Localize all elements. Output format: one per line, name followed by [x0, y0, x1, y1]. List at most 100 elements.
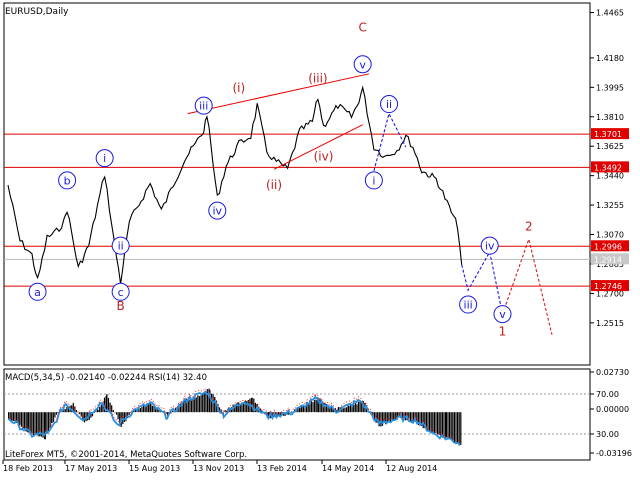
macd-histogram-bar — [209, 390, 211, 413]
macd-histogram-bar — [127, 412, 129, 419]
macd-histogram-bar — [208, 388, 210, 413]
macd-histogram-bar — [105, 395, 107, 413]
macd-histogram-bar — [144, 404, 146, 413]
indicator-label: MACD(5,34,5) -0.02140 -0.02244 RSI(14) 3… — [5, 373, 207, 383]
macd-histogram-bar — [151, 405, 153, 413]
indicator-plot-frame — [3, 368, 591, 461]
wave-label-circle — [364, 171, 383, 190]
wave-label: iv — [213, 205, 223, 218]
macd-histogram-bar — [344, 407, 346, 413]
price-tick-label: 1.4180 — [596, 54, 624, 63]
macd-histogram-bar — [141, 406, 143, 413]
price-tick-label: 1.3070 — [596, 231, 624, 240]
wave-label: 1 — [499, 325, 507, 339]
macd-histogram-bar — [66, 406, 68, 413]
macd-histogram-bar — [11, 412, 13, 422]
wave-label-circle — [28, 282, 47, 301]
macd-histogram-bar — [198, 396, 201, 413]
macd-histogram-bar — [385, 412, 387, 425]
macd-histogram-bar — [75, 410, 78, 413]
macd-histogram-bar — [435, 412, 437, 433]
macd-histogram-bar — [302, 405, 304, 413]
x-tick-label: 13 Nov 2013 — [193, 464, 244, 473]
macd-histogram-bar — [42, 412, 44, 438]
chart-title: EURUSD,Daily — [5, 7, 69, 17]
macd-histogram-bar — [375, 412, 377, 423]
macd-histogram-bar — [432, 412, 434, 432]
macd-histogram-bar — [348, 405, 350, 413]
macd-histogram-bar — [430, 412, 432, 432]
macd-histogram-bar — [229, 408, 231, 413]
macd-histogram-bar — [287, 412, 289, 415]
macd-histogram-bar — [166, 412, 168, 414]
wave-label: a — [34, 286, 41, 299]
macd-histogram-bar — [342, 408, 344, 413]
macd-histogram-bar — [37, 412, 39, 437]
macd-histogram-bar — [123, 412, 125, 422]
trend-channel-line — [273, 124, 363, 170]
macd-histogram-bar — [97, 409, 99, 413]
macd-histogram-bar — [90, 412, 92, 418]
macd-histogram-bar — [238, 402, 240, 413]
macd-histogram-bar — [158, 409, 160, 413]
macd-histogram-bar — [143, 404, 145, 413]
macd-histogram-bar — [224, 410, 226, 413]
macd-histogram-bar — [25, 412, 27, 432]
macd-histogram-bar — [27, 412, 29, 433]
macd-histogram-bar — [44, 412, 46, 440]
macd-histogram-bar — [329, 407, 331, 413]
macd-histogram-bar — [215, 400, 217, 413]
macd-histogram-bar — [377, 412, 379, 423]
macd-histogram-bar — [155, 407, 157, 413]
x-tick-label: 15 Aug 2013 — [129, 464, 180, 473]
level-tag-label: 1.2996 — [594, 242, 622, 251]
price-tick-label: 1.4465 — [596, 9, 624, 18]
indicator-tick-label: 70.00 — [596, 390, 619, 399]
wave-label: b — [64, 174, 71, 187]
macd-histogram-bar — [460, 412, 462, 445]
macd-histogram-bar — [317, 398, 320, 413]
price-tick-label: 1.2700 — [596, 289, 624, 298]
macd-histogram-bar — [438, 412, 440, 435]
macd-histogram-bar — [171, 410, 173, 413]
macd-histogram-bar — [445, 412, 447, 438]
macd-histogram-bar — [39, 412, 41, 437]
copyright-footer: LiteForex MT5, ©2001-2014, MetaQuotes So… — [5, 450, 247, 460]
macd-histogram-bar — [403, 412, 405, 421]
macd-histogram-bar — [278, 412, 280, 416]
macd-histogram-bar — [125, 412, 127, 422]
wave-label: 2 — [525, 220, 533, 234]
macd-histogram-bar — [361, 401, 363, 413]
macd-histogram-bar — [279, 412, 281, 417]
macd-histogram-bar — [383, 412, 385, 423]
macd-histogram-bar — [55, 412, 58, 415]
macd-histogram-bar — [36, 412, 38, 436]
macd-histogram-bar — [298, 408, 300, 413]
macd-histogram-bar — [186, 399, 188, 413]
macd-histogram-bar — [322, 402, 324, 413]
macd-histogram-bar — [146, 403, 148, 413]
level-tag-label: 1.3701 — [594, 130, 622, 139]
wave-label: (iii) — [308, 72, 327, 86]
macd-histogram-bar — [424, 412, 426, 429]
macd-histogram-bar — [440, 412, 442, 438]
macd-histogram-bar — [349, 404, 352, 413]
wave-label: ii — [118, 240, 124, 253]
macd-histogram-bar — [246, 401, 248, 413]
macd-histogram-bar — [149, 402, 151, 413]
macd-histogram-bar — [373, 412, 376, 420]
macd-histogram-bar — [156, 408, 158, 413]
macd-histogram-bar — [398, 412, 400, 418]
macd-histogram-bar — [119, 412, 121, 424]
macd-histogram-bar — [9, 412, 11, 420]
macd-histogram-bar — [138, 408, 140, 413]
macd-histogram-bar — [47, 412, 50, 432]
wave-label-circle — [380, 95, 399, 114]
macd-histogram-bar — [107, 397, 110, 413]
macd-histogram-bar — [14, 412, 16, 424]
macd-histogram-bar — [254, 402, 256, 413]
macd-histogram-bar — [44, 412, 46, 440]
wave-label-circle — [111, 236, 130, 255]
macd-histogram-bar — [336, 409, 338, 413]
